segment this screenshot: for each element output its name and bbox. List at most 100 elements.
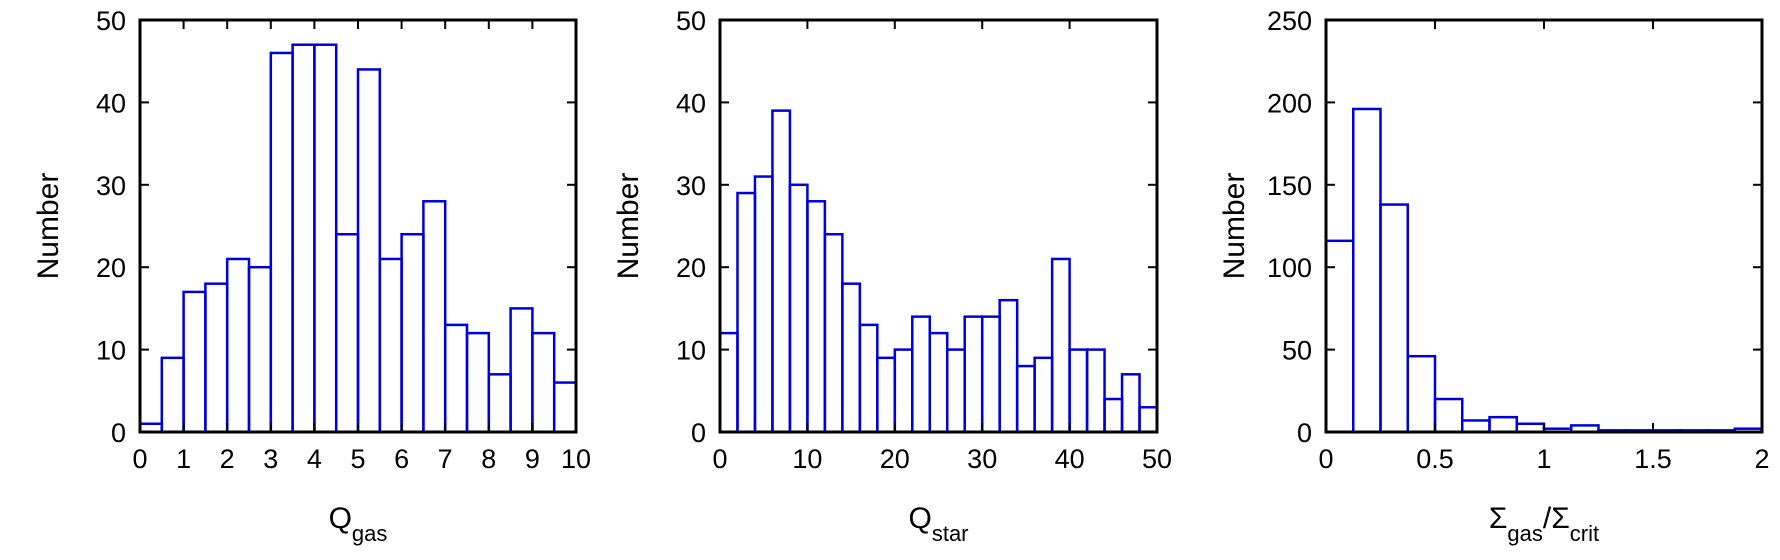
histogram-bar (313, 43, 338, 434)
y-axis-label: Number (32, 173, 65, 280)
y-tick-label: 10 (676, 336, 706, 366)
histogram-bar (1033, 356, 1054, 434)
histogram-bar (291, 43, 316, 434)
y-tick-label: 30 (96, 171, 126, 201)
histogram-bar (1324, 239, 1355, 434)
histogram-bar (1352, 107, 1382, 434)
histogram-bar (963, 315, 984, 434)
histogram-bar (487, 373, 512, 434)
x-tick-label: 0 (132, 444, 147, 474)
histogram-panel-2: 0 10 20 30 40 50 0 10 20 30 40 50 Number Qstar (612, 6, 1172, 546)
x-tick-label: 1.5 (1634, 444, 1672, 474)
histogram-bar (1488, 415, 1518, 434)
y-tick-label: 0 (691, 418, 706, 448)
histogram-bar (1068, 348, 1089, 434)
histogram-bar (1138, 406, 1159, 434)
x-axis-label-divider: /Σ (1543, 502, 1570, 535)
histogram-panel-3: 0 0.5 1 1.5 2 0 50 100 150 200 250 Number Σgas/Σcrit (1218, 6, 1770, 546)
histogram-bar (182, 290, 207, 434)
histogram-bar (443, 323, 469, 434)
histogram-bar (718, 331, 739, 434)
x-tick-label: 1 (176, 444, 191, 474)
x-axis-label-main: Q (329, 502, 352, 535)
x-axis-label-subscript-2: crit (1570, 521, 1599, 546)
x-tick-label: 40 (1055, 444, 1085, 474)
x-axis-label-subscript: star (932, 521, 969, 546)
x-axis-label: Qstar (908, 502, 968, 546)
histogram-bar (531, 331, 556, 434)
histogram-bar (1461, 419, 1491, 434)
histogram-bar (823, 232, 844, 434)
histogram-bar (509, 307, 534, 434)
plot-frame (1324, 18, 1764, 434)
y-axis-label: Number (612, 173, 645, 280)
histogram-bar (378, 257, 403, 434)
plot-frame (138, 18, 578, 434)
y-tick-label: 50 (676, 6, 706, 36)
histogram-bar (1433, 397, 1464, 434)
histogram-bar (806, 200, 827, 434)
y-tick-label: 20 (676, 253, 706, 283)
y-tick-label: 40 (676, 88, 706, 118)
histogram-bar (247, 265, 273, 434)
y-tick-label: 20 (96, 253, 126, 283)
histogram-bar (928, 331, 949, 434)
y-tick-label: 50 (96, 6, 126, 36)
x-axis-label: Qgas (329, 502, 388, 546)
y-tick-label: 200 (1267, 88, 1312, 118)
histogram-bar (841, 282, 862, 434)
histogram-bar (736, 191, 757, 434)
histogram-bar (1103, 397, 1124, 434)
y-tick-label: 50 (1282, 336, 1312, 366)
x-tick-label: 10 (561, 444, 591, 474)
histogram-bar (1379, 203, 1409, 434)
histogram-bar (753, 175, 774, 434)
x-tick-label: 0.5 (1416, 444, 1454, 474)
x-axis-label-main: Q (908, 502, 931, 535)
histogram-bar (788, 183, 809, 434)
x-tick-label: 2 (220, 444, 235, 474)
x-tick-label: 7 (438, 444, 453, 474)
x-tick-label: 50 (1142, 444, 1172, 474)
x-tick-label: 6 (394, 444, 409, 474)
histogram-bar (160, 356, 185, 434)
y-tick-label: 0 (1297, 418, 1312, 448)
y-tick-label: 10 (96, 336, 126, 366)
y-tick-label: 40 (96, 88, 126, 118)
x-tick-label: 0 (1318, 444, 1333, 474)
histogram-bar (552, 381, 578, 434)
x-tick-label: 0 (712, 444, 727, 474)
y-tick-label: 0 (111, 418, 126, 448)
histogram-bar (1015, 364, 1036, 434)
x-tick-label: 4 (307, 444, 322, 474)
histogram-bar (1406, 354, 1437, 434)
histogram-bar (356, 68, 382, 434)
y-tick-label: 30 (676, 171, 706, 201)
x-axis-label-main: Σ (1489, 502, 1508, 535)
histogram-bar (225, 257, 251, 434)
histogram-bar (945, 348, 966, 434)
y-axis-label: Number (1218, 173, 1251, 280)
x-tick-label: 20 (880, 444, 910, 474)
x-tick-label: 8 (481, 444, 496, 474)
y-tick-label: 150 (1267, 171, 1312, 201)
x-axis-label: Σgas/Σcrit (1489, 502, 1599, 546)
histogram-bar (998, 298, 1019, 434)
y-tick-label: 250 (1267, 6, 1312, 36)
histogram-bar (269, 51, 294, 434)
y-tick-label: 100 (1267, 253, 1312, 283)
histogram-bar (876, 356, 897, 434)
histogram-bar (771, 109, 792, 434)
histogram-bar (334, 232, 360, 434)
histogram-bar (1050, 257, 1071, 434)
x-tick-label: 10 (792, 444, 822, 474)
x-tick-label: 3 (263, 444, 278, 474)
x-axis-label-subscript: gas (352, 521, 387, 546)
histogram-bar (1120, 373, 1141, 434)
x-tick-label: 5 (350, 444, 365, 474)
histogram-bar (858, 323, 879, 434)
x-tick-label: 2 (1754, 444, 1769, 474)
histogram-bar (911, 315, 932, 434)
